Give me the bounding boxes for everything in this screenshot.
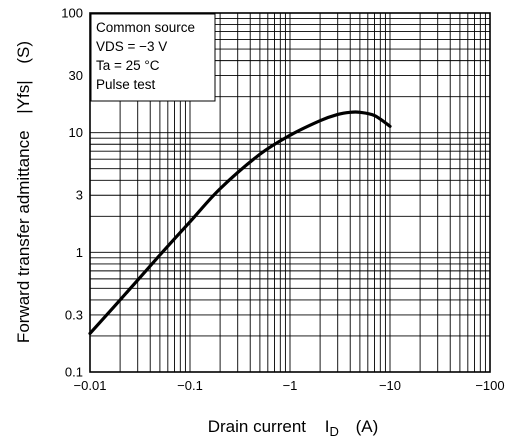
y-tick-label: 0.3 [65, 307, 83, 322]
x-axis-unit: (A) [356, 417, 379, 436]
x-tick-label: −1 [283, 378, 298, 393]
x-axis-subscript: D [329, 424, 338, 439]
x-axis-label: Drain current ID (A) [208, 417, 379, 440]
y-tick-label: 3 [76, 188, 83, 203]
y-tick-label: 1 [76, 245, 83, 260]
y-axis-label: Forward transfer admittance |Yfs| (S) [14, 41, 33, 343]
x-tick-label: −0.01 [74, 378, 107, 393]
condition-common-source: Common source [96, 20, 195, 35]
y-tick-label: 30 [69, 68, 83, 83]
plot-area [89, 12, 491, 373]
legend-box: Common source VDS = −3 V Ta = 25 °C Puls… [90, 13, 216, 102]
plot-frame [89, 12, 491, 373]
condition-vds: VDS = −3 V [96, 39, 167, 54]
series-line-0 [88, 110, 392, 336]
x-tick-label: −0.1 [177, 378, 203, 393]
series-layer [88, 110, 392, 336]
x-tick-label: −100 [475, 378, 504, 393]
legend-background [90, 13, 216, 102]
y-tick-label: 0.1 [65, 365, 83, 380]
y-tick-label: 100 [61, 6, 83, 21]
y-axis-label-main: Forward transfer admittance [14, 130, 33, 343]
x-tick-labels: −0.01 −0.1 −1 −10 −100 [74, 378, 505, 393]
y-tick-label: 10 [69, 125, 83, 140]
x-axis-label-main: Drain current [208, 417, 307, 436]
x-axis-symbol: I [325, 417, 330, 436]
x-tick-label: −10 [379, 378, 401, 393]
condition-pulse-test: Pulse test [96, 77, 156, 92]
y-axis-symbol: |Yfs| [14, 80, 33, 113]
y-tick-labels: 0.1 0.3 1 3 10 30 100 [61, 6, 83, 380]
y-axis-unit: (S) [14, 41, 33, 64]
condition-ta: Ta = 25 °C [96, 58, 160, 73]
